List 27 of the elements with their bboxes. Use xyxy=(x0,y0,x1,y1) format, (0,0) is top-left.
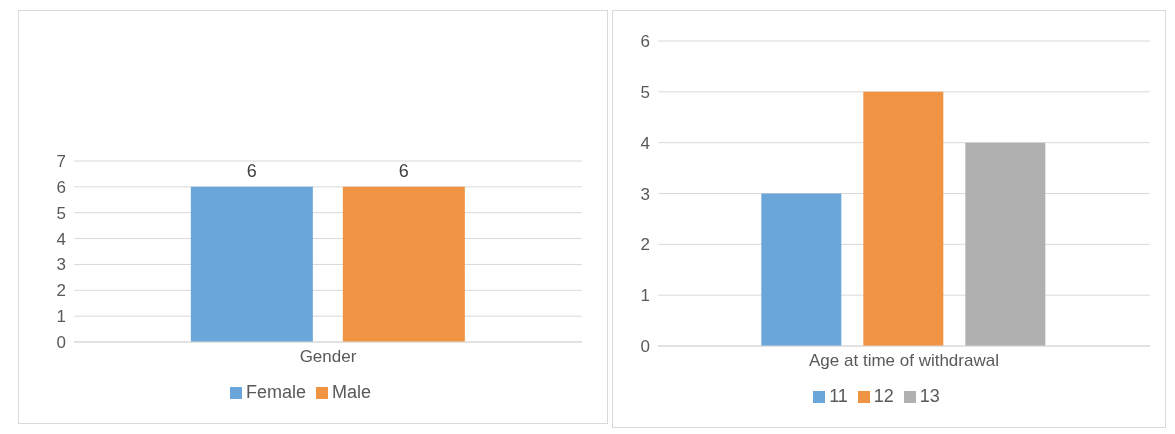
legend-label: Male xyxy=(332,382,372,402)
y-tick-label: 2 xyxy=(56,281,66,301)
data-label: 6 xyxy=(246,160,257,181)
y-tick-label: 5 xyxy=(56,203,66,223)
legend-label: 12 xyxy=(873,386,894,406)
y-tick-label: 3 xyxy=(640,184,650,204)
y-tick-label: 6 xyxy=(640,32,650,52)
legend-label: 13 xyxy=(919,386,940,406)
bar xyxy=(761,193,842,346)
y-tick-label: 6 xyxy=(56,177,66,197)
bar xyxy=(965,142,1046,346)
legend-label: 11 xyxy=(829,386,848,406)
y-tick-label: 3 xyxy=(56,255,66,275)
legend-label: Female xyxy=(245,382,306,402)
y-tick-label: 1 xyxy=(56,307,66,327)
y-tick-label: 7 xyxy=(56,152,66,172)
y-tick-label: 4 xyxy=(640,133,650,153)
y-tick-label: 1 xyxy=(640,286,650,306)
y-tick-label: 0 xyxy=(640,337,650,357)
y-tick-label: 4 xyxy=(56,229,66,249)
x-tick-label: Age at time of withdrawal xyxy=(809,351,999,371)
data-label: 6 xyxy=(398,160,409,181)
y-tick-label: 5 xyxy=(640,82,650,102)
y-tick-label: 2 xyxy=(640,235,650,255)
x-tick-label: Gender xyxy=(299,347,357,367)
bar xyxy=(863,91,944,346)
y-tick-label: 0 xyxy=(56,333,66,353)
